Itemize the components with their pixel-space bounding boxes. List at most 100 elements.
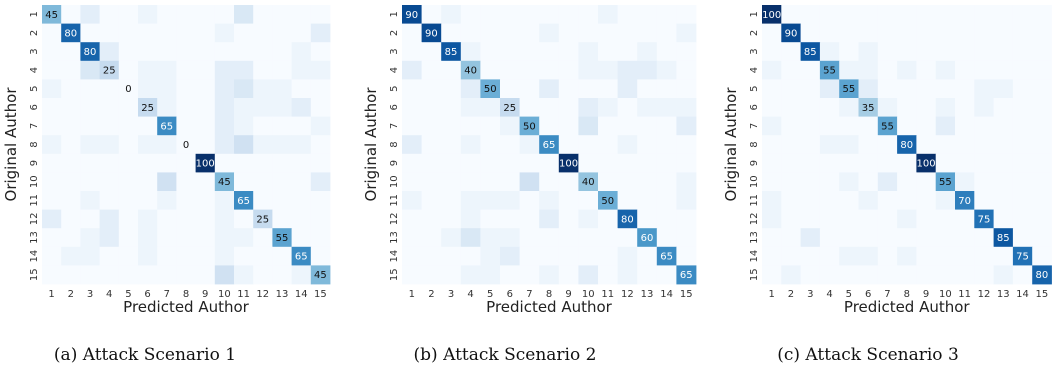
heatmap-cell — [310, 98, 331, 117]
heatmap-cell — [234, 116, 254, 136]
heatmap-cell — [195, 116, 216, 136]
heatmap-cell — [598, 228, 618, 248]
heatmap-cell — [598, 265, 618, 285]
heatmap-cell — [480, 246, 501, 266]
heatmap-cell — [441, 42, 462, 62]
heatmap-cell — [441, 191, 462, 210]
heatmap-cell — [617, 5, 638, 24]
heatmap-cell — [637, 246, 658, 266]
heatmap-cell — [858, 42, 879, 62]
heatmap-cell — [578, 79, 599, 99]
heatmap-cell — [558, 23, 579, 43]
heatmap-cell — [118, 79, 139, 99]
heatmap-cell — [118, 246, 139, 266]
heatmap-cell — [916, 246, 937, 266]
heatmap-cell — [974, 209, 994, 229]
heatmap-cell — [214, 135, 235, 155]
heatmap-cell — [402, 191, 422, 210]
y-tick-label: 6 — [389, 104, 400, 110]
x-tick-label: 7 — [884, 289, 890, 300]
heatmap-cell — [480, 228, 501, 248]
x-tick-label: 13 — [276, 289, 289, 300]
heatmap-cell — [762, 191, 782, 210]
heatmap-cell — [42, 228, 62, 248]
y-tick-label: 3 — [389, 48, 400, 54]
heatmap-cell — [99, 60, 120, 80]
heatmap-cell — [617, 153, 638, 173]
heatmap-cell — [819, 172, 840, 192]
heatmap-cell — [157, 265, 177, 285]
heatmap-cell — [195, 191, 216, 210]
heatmap-cell — [195, 60, 216, 80]
heatmap-cell — [80, 246, 100, 266]
y-tick-label: 13 — [29, 231, 40, 244]
heatmap-cell — [441, 79, 462, 99]
heatmap-cell — [916, 172, 937, 192]
y-tick-label: 7 — [29, 123, 40, 129]
heatmap-cell — [441, 23, 462, 43]
heatmap-cell — [762, 172, 782, 192]
heatmap-cell — [138, 265, 158, 285]
heatmap-cell — [955, 191, 975, 210]
heatmap-cell — [877, 116, 898, 136]
heatmap-cell — [42, 42, 62, 62]
heatmap-cell — [61, 191, 81, 210]
heatmap-cell — [176, 5, 196, 24]
heatmap-cell — [877, 228, 898, 248]
heatmap-cell — [138, 228, 158, 248]
heatmap-cell — [460, 98, 481, 117]
heatmap-cell — [558, 191, 579, 210]
heatmap-cell — [1012, 172, 1033, 192]
heatmap-cell — [214, 228, 235, 248]
heatmap-cell — [974, 135, 994, 155]
heatmap-cell — [558, 246, 579, 266]
cell-value-label: 85 — [997, 233, 1010, 244]
heatmap-cell — [500, 191, 520, 210]
heatmap-cell — [310, 135, 331, 155]
heatmap-cell — [80, 60, 100, 80]
heatmap-cell — [291, 228, 312, 248]
x-tick-label: 4 — [467, 289, 473, 300]
heatmap-cell — [800, 116, 821, 136]
heatmap-cell — [858, 209, 879, 229]
heatmap-cell — [500, 23, 520, 43]
x-tick-label: 12 — [256, 289, 269, 300]
heatmap-cell — [310, 246, 331, 266]
heatmap-cell — [839, 153, 859, 173]
cell-value-label: 75 — [978, 214, 991, 225]
heatmap-cell — [214, 191, 235, 210]
cell-value-label: 35 — [862, 103, 875, 114]
heatmap-cell — [402, 42, 422, 62]
heatmap-cell — [480, 209, 501, 229]
heatmap-cell — [916, 191, 937, 210]
heatmap-cell — [480, 79, 501, 99]
heatmap-cell — [441, 116, 462, 136]
heatmap-cell — [157, 98, 177, 117]
heatmap-cell — [1012, 23, 1033, 43]
heatmap-cell — [539, 228, 560, 248]
y-tick-label: 6 — [749, 104, 760, 110]
heatmap-cell — [176, 228, 196, 248]
heatmap-cell — [762, 265, 782, 285]
heatmap-cell — [993, 23, 1014, 43]
y-tick-label: 4 — [389, 67, 400, 73]
heatmap-cell — [291, 60, 312, 80]
heatmap-cell — [500, 246, 520, 266]
heatmap-cell — [558, 209, 579, 229]
heatmap-cell — [80, 135, 100, 155]
y-tick-label: 2 — [29, 30, 40, 36]
heatmap-cell — [421, 265, 442, 285]
heatmap-cell — [897, 98, 917, 117]
heatmap-cell — [157, 172, 177, 192]
heatmap-cell — [460, 60, 481, 80]
heatmap-cell — [858, 153, 879, 173]
heatmap-cell — [519, 116, 540, 136]
heatmap-cell — [500, 60, 520, 80]
y-tick-label: 10 — [29, 175, 40, 188]
heatmap-cell — [441, 172, 462, 192]
heatmap-cell — [676, 209, 697, 229]
heatmap-cell — [897, 172, 917, 192]
y-tick-label: 10 — [749, 175, 760, 188]
heatmap-cell — [839, 191, 859, 210]
heatmap-cell — [460, 228, 481, 248]
